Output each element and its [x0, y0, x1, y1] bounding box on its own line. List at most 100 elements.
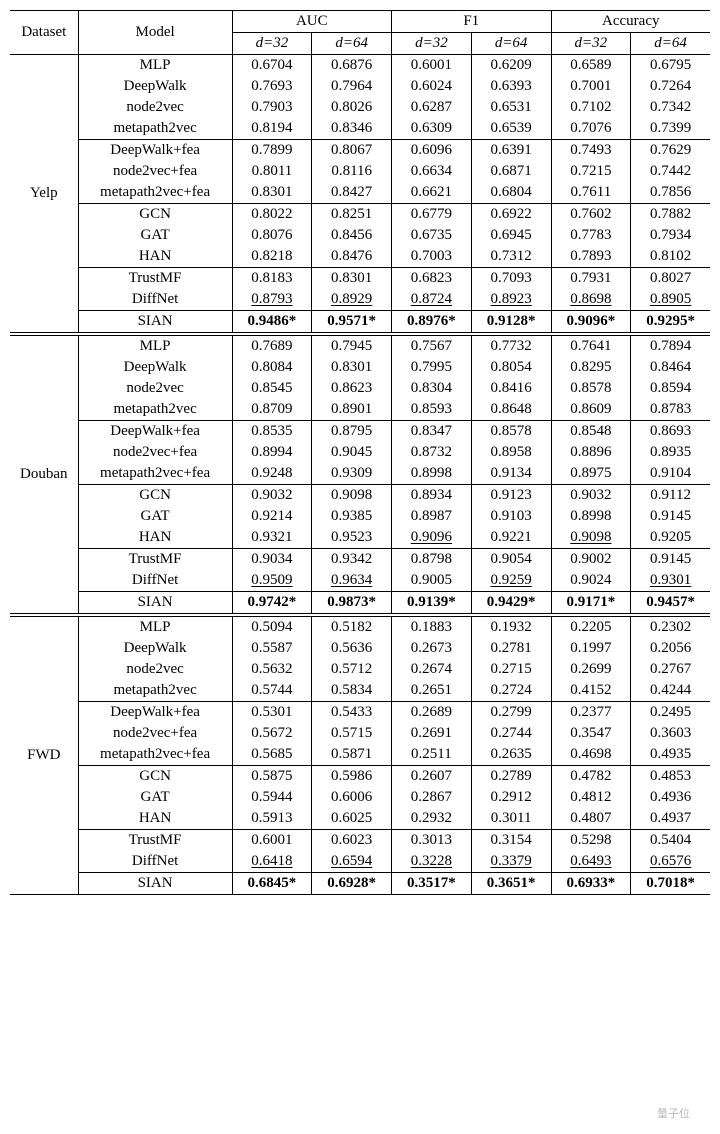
value-cell: 0.5744: [232, 680, 312, 702]
value-cell: 0.9457: [631, 592, 710, 616]
value-cell: 0.8116: [312, 161, 392, 182]
value-cell: 0.7945: [312, 334, 392, 357]
model-name: TrustMF: [78, 549, 232, 571]
value-cell: 0.6735: [392, 225, 472, 246]
dataset-name: Douban: [10, 334, 78, 615]
model-name: metapath2vec+fea: [78, 182, 232, 204]
value-cell: 0.8084: [232, 357, 312, 378]
value-cell: 0.7018: [631, 873, 710, 895]
value-cell: 0.8593: [392, 399, 472, 421]
value-cell: 0.7076: [551, 118, 631, 140]
d32: d=32: [232, 33, 312, 55]
value-cell: 0.7641: [551, 334, 631, 357]
value-cell: 0.8416: [471, 378, 551, 399]
value-cell: 0.9034: [232, 549, 312, 571]
value-cell: 0.6576: [631, 851, 710, 873]
value-cell: 0.8027: [631, 268, 710, 290]
value-cell: 0.4853: [631, 766, 710, 788]
value-cell: 0.2651: [392, 680, 472, 702]
value-cell: 0.6391: [471, 140, 551, 162]
model-name: TrustMF: [78, 268, 232, 290]
value-cell: 0.9742: [232, 592, 312, 616]
value-cell: 0.7001: [551, 76, 631, 97]
value-cell: 0.6023: [312, 830, 392, 852]
value-cell: 0.6001: [232, 830, 312, 852]
value-cell: 0.9032: [551, 485, 631, 507]
value-cell: 0.3013: [392, 830, 472, 852]
value-cell: 0.7783: [551, 225, 631, 246]
d32: d=32: [392, 33, 472, 55]
value-cell: 0.2867: [392, 787, 472, 808]
value-cell: 0.8958: [471, 442, 551, 463]
value-cell: 0.9145: [631, 506, 710, 527]
value-cell: 0.9571: [312, 311, 392, 335]
value-cell: 0.9295: [631, 311, 710, 335]
value-cell: 0.8905: [631, 289, 710, 311]
value-cell: 0.6845: [232, 873, 312, 895]
value-cell: 0.7102: [551, 97, 631, 118]
value-cell: 0.3517: [392, 873, 472, 895]
value-cell: 0.5986: [312, 766, 392, 788]
value-cell: 0.9104: [631, 463, 710, 485]
value-cell: 0.7882: [631, 204, 710, 226]
value-cell: 0.7602: [551, 204, 631, 226]
value-cell: 0.6006: [312, 787, 392, 808]
value-cell: 0.9096: [551, 311, 631, 335]
value-cell: 0.7689: [232, 334, 312, 357]
value-cell: 0.6594: [312, 851, 392, 873]
value-cell: 0.3154: [471, 830, 551, 852]
value-cell: 0.3228: [392, 851, 472, 873]
value-cell: 0.9002: [551, 549, 631, 571]
value-cell: 0.8793: [232, 289, 312, 311]
value-cell: 0.9171: [551, 592, 631, 616]
value-cell: 0.2715: [471, 659, 551, 680]
value-cell: 0.1883: [392, 615, 472, 638]
value-cell: 0.2205: [551, 615, 631, 638]
value-cell: 0.8548: [551, 421, 631, 443]
value-cell: 0.8934: [392, 485, 472, 507]
value-cell: 0.8476: [312, 246, 392, 268]
value-cell: 0.2691: [392, 723, 472, 744]
value-cell: 0.8795: [312, 421, 392, 443]
model-name: DeepWalk: [78, 357, 232, 378]
value-cell: 0.8783: [631, 399, 710, 421]
value-cell: 0.8022: [232, 204, 312, 226]
value-cell: 0.8347: [392, 421, 472, 443]
value-cell: 0.7899: [232, 140, 312, 162]
model-name: DeepWalk+fea: [78, 702, 232, 724]
value-cell: 0.1932: [471, 615, 551, 638]
value-cell: 0.7964: [312, 76, 392, 97]
model-name: metapath2vec: [78, 399, 232, 421]
value-cell: 0.9045: [312, 442, 392, 463]
value-cell: 0.5913: [232, 808, 312, 830]
value-cell: 0.8346: [312, 118, 392, 140]
value-cell: 0.9112: [631, 485, 710, 507]
model-name: node2vec+fea: [78, 161, 232, 182]
value-cell: 0.9385: [312, 506, 392, 527]
d64: d=64: [471, 33, 551, 55]
value-cell: 0.6209: [471, 55, 551, 77]
value-cell: 0.5672: [232, 723, 312, 744]
value-cell: 0.5632: [232, 659, 312, 680]
value-cell: 0.9134: [471, 463, 551, 485]
value-cell: 0.8054: [471, 357, 551, 378]
value-cell: 0.7003: [392, 246, 472, 268]
value-cell: 0.2799: [471, 702, 551, 724]
value-cell: 0.9139: [392, 592, 472, 616]
value-cell: 0.5182: [312, 615, 392, 638]
value-cell: 0.2689: [392, 702, 472, 724]
value-cell: 0.9128: [471, 311, 551, 335]
value-cell: 0.8011: [232, 161, 312, 182]
value-cell: 0.2607: [392, 766, 472, 788]
value-cell: 0.9145: [631, 549, 710, 571]
value-cell: 0.6704: [232, 55, 312, 77]
value-cell: 0.8623: [312, 378, 392, 399]
value-cell: 0.7934: [631, 225, 710, 246]
value-cell: 0.8545: [232, 378, 312, 399]
value-cell: 0.6945: [471, 225, 551, 246]
value-cell: 0.8427: [312, 182, 392, 204]
model-name: TrustMF: [78, 830, 232, 852]
model-name: SIAN: [78, 311, 232, 335]
value-cell: 0.3379: [471, 851, 551, 873]
model-name: DeepWalk: [78, 638, 232, 659]
